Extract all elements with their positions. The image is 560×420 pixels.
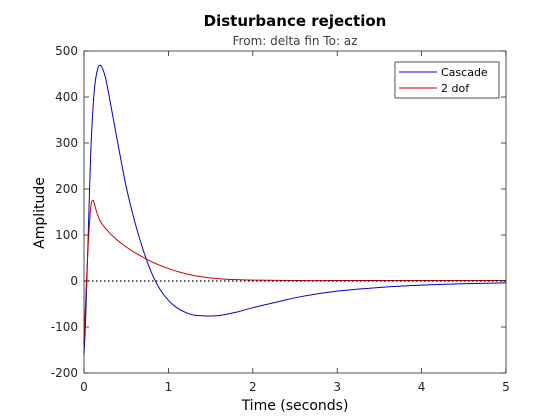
chart-title: Disturbance rejection xyxy=(204,12,387,30)
plot-area[interactable] xyxy=(84,51,506,373)
y-tick-label: 0 xyxy=(70,274,78,288)
plot-frame xyxy=(83,50,507,374)
x-tick-label: 5 xyxy=(502,380,510,394)
x-tick-label: 3 xyxy=(333,380,341,394)
y-tick-label: 100 xyxy=(55,228,78,242)
y-axis-label: Amplitude xyxy=(32,177,48,249)
legend[interactable]: Cascade 2 dof xyxy=(394,61,500,99)
y-tick-label: -100 xyxy=(51,320,78,334)
x-tick-label: 4 xyxy=(418,380,426,394)
x-tick-label: 1 xyxy=(165,380,173,394)
legend-box xyxy=(394,61,500,99)
y-tick-label: 500 xyxy=(55,44,78,58)
y-tick-label: 400 xyxy=(55,90,78,104)
x-tick-label: 0 xyxy=(80,380,88,394)
legend-label-cascade: Cascade xyxy=(441,66,488,79)
y-tick-label: 300 xyxy=(55,136,78,150)
x-tick-label: 2 xyxy=(249,380,257,394)
y-axis-ticks: -200 -100 0 100 200 300 400 500 xyxy=(51,44,506,380)
chart-subtitle: From: delta fin To: az xyxy=(233,34,358,48)
y-tick-label: 200 xyxy=(55,182,78,196)
legend-label-2dof: 2 dof xyxy=(441,82,470,95)
x-axis-label: Time (seconds) xyxy=(241,398,349,414)
series-line-cascade xyxy=(83,64,507,355)
y-tick-label: -200 xyxy=(51,366,78,380)
x-axis-ticks: 0 1 2 3 4 5 xyxy=(80,51,510,394)
